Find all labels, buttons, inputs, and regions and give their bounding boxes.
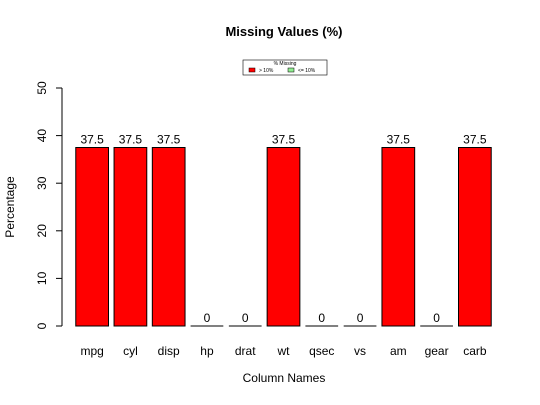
legend-label-above: > 10% (259, 68, 274, 74)
chart-title: Missing Values (%) (225, 24, 342, 39)
y-axis-label: Percentage (3, 176, 17, 238)
legend-box (242, 59, 328, 76)
bar-value-label-wt: 37.5 (272, 133, 296, 147)
x-tick-label-carb: carb (463, 344, 487, 358)
x-tick-label-cyl: cyl (123, 344, 138, 358)
x-axis-label: Column Names (243, 371, 326, 385)
y-tick-label: 30 (35, 176, 49, 190)
legend-label-below: <= 10% (298, 68, 316, 74)
bar-carb (458, 147, 492, 327)
y-tick-label: 10 (35, 271, 49, 285)
bar-value-label-disp: 37.5 (157, 133, 181, 147)
bar-cyl (113, 147, 148, 327)
y-tick-label: 0 (35, 322, 49, 329)
x-tick-label-vs: vs (354, 344, 366, 358)
bar-value-label-gear: 0 (433, 311, 440, 325)
bar-value-labels: 37.5 37.5 37.5 0 0 37.5 0 0 37.5 0 37.5 (80, 133, 486, 326)
bar-disp (151, 147, 186, 327)
bar-mpg (75, 147, 109, 327)
x-tick-label-mpg: mpg (80, 344, 103, 358)
x-tick-label-disp: disp (158, 344, 180, 358)
bars (75, 147, 492, 327)
legend-swatch-above (248, 67, 256, 73)
x-tick-label-am: am (390, 344, 407, 358)
bar-value-label-qsec: 0 (318, 311, 325, 325)
bar-value-label-drat: 0 (242, 311, 249, 325)
bar-value-label-mpg: 37.5 (80, 133, 104, 147)
x-tick-label-qsec: qsec (309, 344, 334, 358)
bar-value-label-carb: 37.5 (463, 133, 487, 147)
x-tick-label-hp: hp (200, 344, 214, 358)
legend-title: % Missing (274, 61, 297, 67)
x-tick-label-gear: gear (425, 344, 449, 358)
y-axis: 0 10 20 30 40 50 (35, 81, 63, 329)
y-tick-label: 50 (35, 81, 49, 95)
x-tick-label-wt: wt (277, 344, 291, 358)
x-tick-labels: mpg cyl disp hp drat wt qsec vs am gear carb (80, 344, 486, 358)
legend: % Missing > 10% <= 10% (242, 59, 328, 76)
legend-swatch-below (287, 67, 295, 73)
bar-value-label-cyl: 37.5 (119, 133, 143, 147)
y-tick-label: 20 (35, 224, 49, 238)
bar-value-label-am: 37.5 (387, 133, 411, 147)
bar-wt (266, 147, 301, 327)
x-tick-label-drat: drat (235, 344, 256, 358)
bar-am (381, 147, 416, 327)
bar-value-label-vs: 0 (357, 311, 364, 325)
bar-value-label-hp: 0 (204, 311, 211, 325)
y-tick-label: 40 (35, 129, 49, 143)
